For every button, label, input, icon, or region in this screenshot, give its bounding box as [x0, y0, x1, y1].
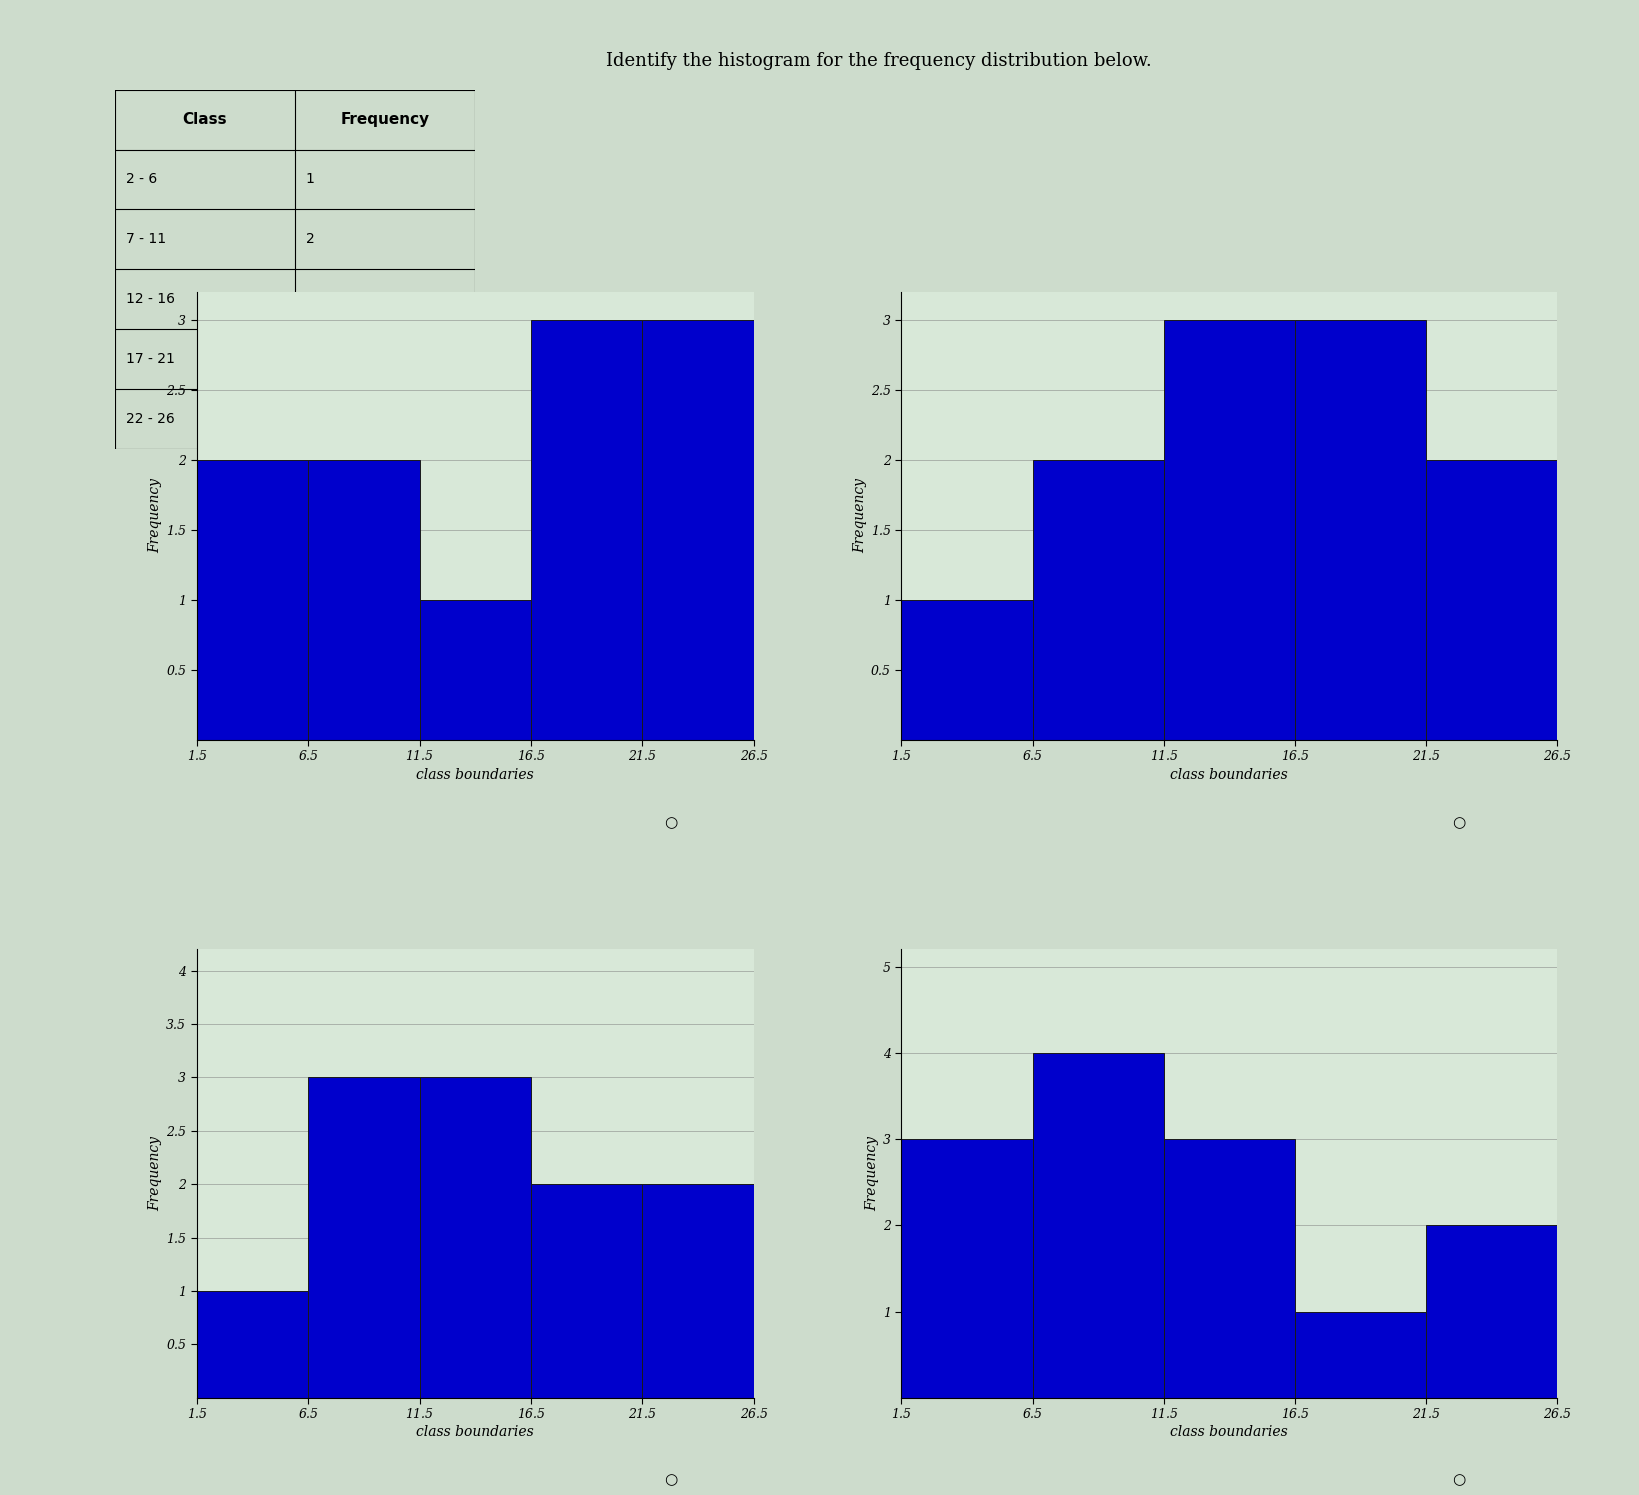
Text: 2: 2 — [306, 232, 315, 247]
Bar — [1426, 1226, 1557, 1398]
Y-axis label: Frequency: Frequency — [148, 1136, 162, 1211]
Bar — [1033, 1052, 1164, 1398]
Bar — [531, 320, 642, 740]
Bar — [420, 1078, 531, 1398]
X-axis label: class boundaries: class boundaries — [416, 1425, 534, 1440]
Bar — [1164, 320, 1295, 740]
Bar — [197, 460, 308, 740]
Text: ○: ○ — [1452, 1473, 1465, 1488]
Text: 3: 3 — [306, 292, 315, 306]
Bar — [197, 1292, 308, 1398]
Text: Identify the histogram for the frequency distribution below.: Identify the histogram for the frequency… — [606, 52, 1152, 70]
X-axis label: class boundaries: class boundaries — [1170, 1425, 1288, 1440]
X-axis label: class boundaries: class boundaries — [416, 767, 534, 782]
Text: ○: ○ — [664, 815, 677, 830]
Text: Frequency: Frequency — [341, 112, 429, 127]
Bar — [642, 320, 754, 740]
Bar — [1426, 460, 1557, 740]
Bar — [1164, 1139, 1295, 1398]
Y-axis label: Frequency: Frequency — [865, 1136, 879, 1211]
Text: 2: 2 — [306, 411, 315, 426]
Text: 22 - 26: 22 - 26 — [126, 411, 174, 426]
Bar — [531, 1184, 642, 1398]
Text: 17 - 21: 17 - 21 — [126, 351, 174, 366]
Bar — [308, 1078, 420, 1398]
Text: 7 - 11: 7 - 11 — [126, 232, 166, 247]
Bar — [1295, 1311, 1426, 1398]
Text: 3: 3 — [306, 351, 315, 366]
Bar — [1033, 460, 1164, 740]
Bar — [1295, 320, 1426, 740]
Bar — [901, 599, 1033, 740]
Bar — [420, 599, 531, 740]
Bar — [642, 1184, 754, 1398]
Bar — [901, 1139, 1033, 1398]
Text: Class: Class — [182, 112, 228, 127]
Bar — [308, 460, 420, 740]
X-axis label: class boundaries: class boundaries — [1170, 767, 1288, 782]
Y-axis label: Frequency: Frequency — [148, 478, 162, 553]
Text: 2 - 6: 2 - 6 — [126, 172, 157, 187]
Text: ○: ○ — [664, 1473, 677, 1488]
Text: 1: 1 — [306, 172, 315, 187]
Text: 12 - 16: 12 - 16 — [126, 292, 174, 306]
Y-axis label: Frequency: Frequency — [852, 478, 867, 553]
Text: ○: ○ — [1452, 815, 1465, 830]
